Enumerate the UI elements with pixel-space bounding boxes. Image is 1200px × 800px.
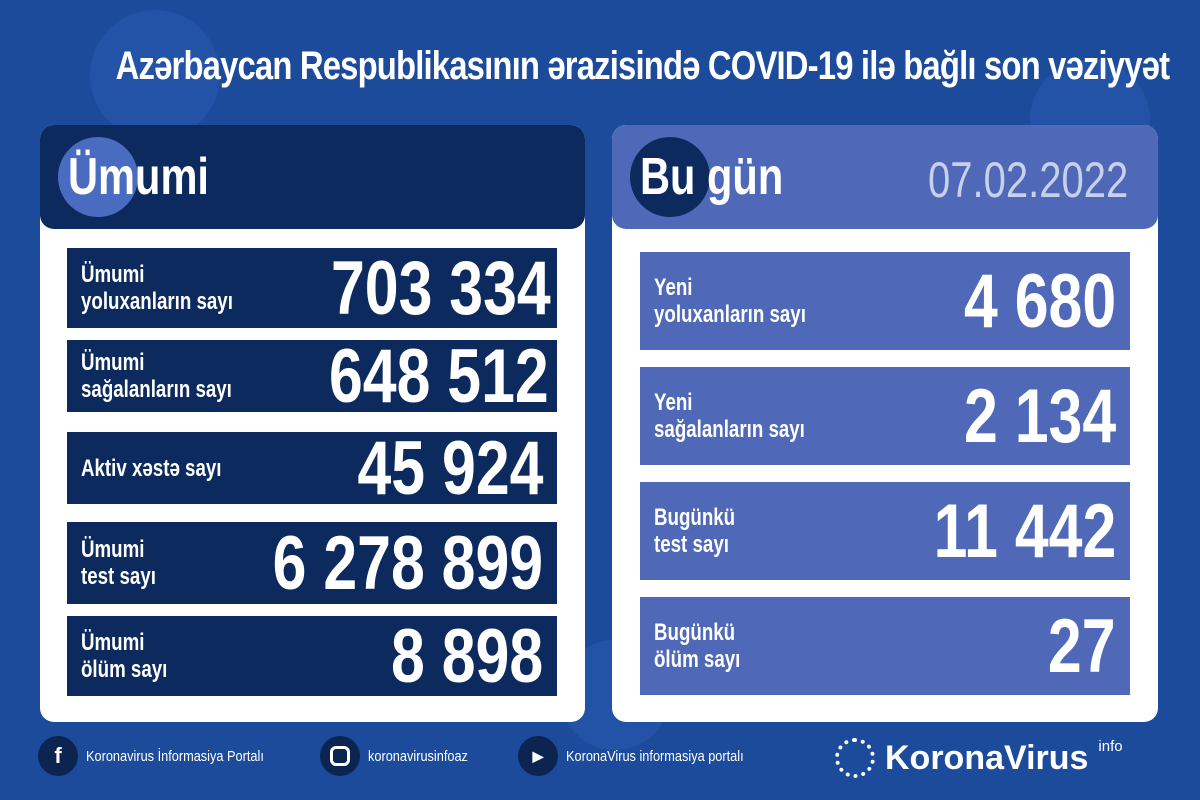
- stat-row: Yeni sağalanların sayı 2 134: [640, 367, 1130, 465]
- logo-sup: info: [1098, 738, 1123, 755]
- facebook-link[interactable]: f Koronavirus İnformasiya Portalı: [38, 736, 295, 776]
- virus-decoration: [90, 10, 220, 140]
- stat-label: Yeni yoluxanların sayı: [654, 274, 806, 328]
- instagram-label: koronavirusinfoaz: [368, 747, 468, 765]
- stat-label: Ümumi ölüm sayı: [81, 629, 168, 683]
- instagram-link[interactable]: koronavirusinfoaz: [320, 736, 486, 776]
- date: 07.02.2022: [927, 152, 1128, 208]
- stat-label: Yeni sağalanların sayı: [654, 389, 805, 443]
- stat-value: 6 278 899: [272, 520, 543, 606]
- youtube-link[interactable]: ▶ KoronaVirus informasiya portalı: [518, 736, 775, 776]
- stat-value: 27: [1048, 603, 1116, 689]
- stat-row: Ümumi yoluxanların sayı 703 334: [67, 246, 557, 331]
- stat-row: Bugünkü ölüm sayı 27: [640, 597, 1130, 695]
- stat-row: Ümumi test sayı 6 278 899: [67, 520, 557, 606]
- stat-value: 11 442: [933, 488, 1116, 574]
- stat-value: 45 924: [357, 425, 543, 511]
- instagram-icon: [320, 736, 360, 776]
- virus-icon: [630, 137, 710, 217]
- today-header: Bu gün 07.02.2022: [612, 125, 1158, 229]
- facebook-icon: f: [38, 736, 78, 776]
- youtube-label: KoronaVirus informasiya portalı: [566, 747, 744, 765]
- stat-row: Yeni yoluxanların sayı 4 680: [640, 252, 1130, 350]
- today-header-label: Bu gün: [640, 148, 784, 206]
- stat-label: Ümumi yoluxanların sayı: [81, 261, 233, 315]
- stat-label: Ümumi test sayı: [81, 536, 156, 590]
- stat-value: 2 134: [963, 373, 1116, 459]
- stat-value: 4 680: [963, 258, 1116, 344]
- stat-value: 8 898: [390, 613, 543, 699]
- koronavirus-logo: KoronaVirus info: [835, 738, 1123, 778]
- stat-row: Bugünkü test sayı 11 442: [640, 482, 1130, 580]
- virus-icon: [58, 137, 138, 217]
- stat-label: Bugünkü ölüm sayı: [654, 619, 741, 673]
- youtube-icon: ▶: [518, 736, 558, 776]
- sun-virus-icon: [835, 738, 875, 778]
- logo-text: KoronaVirus: [885, 738, 1089, 777]
- total-header: Ümumi: [40, 125, 585, 229]
- stat-row: Ümumi sağalanların sayı 648 512: [67, 334, 557, 419]
- stat-row: Ümumi ölüm sayı 8 898: [67, 614, 557, 699]
- total-header-label: Ümumi: [68, 148, 209, 206]
- stat-value: 703 334: [330, 245, 551, 331]
- facebook-label: Koronavirus İnformasiya Portalı: [86, 747, 264, 765]
- stat-row: Aktiv xəstə sayı 45 924: [67, 426, 557, 511]
- stat-value: 648 512: [329, 333, 550, 419]
- page-title: Azərbaycan Respublikasının ərazisində CO…: [115, 44, 1170, 88]
- stat-label: Ümumi sağalanların sayı: [81, 349, 232, 403]
- stat-label: Aktiv xəstə sayı: [81, 454, 222, 482]
- stat-label: Bugünkü test sayı: [654, 504, 736, 558]
